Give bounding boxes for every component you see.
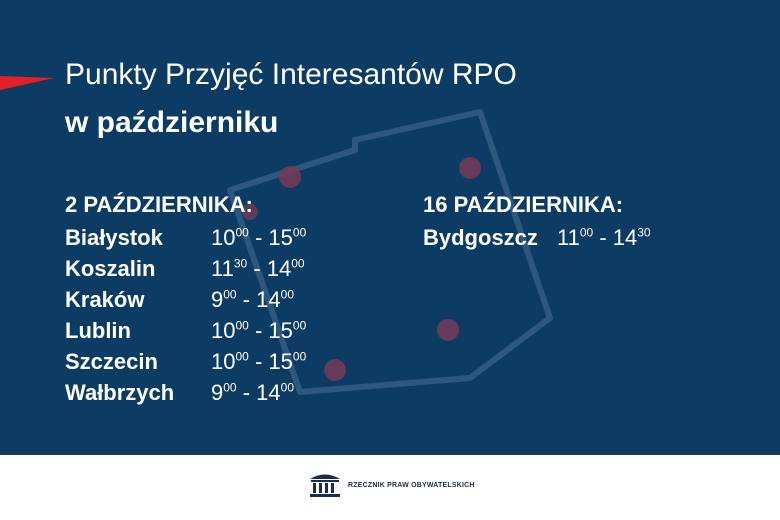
map-dot [279,166,301,188]
start-hour: 11 [211,256,234,281]
time-separator: - [236,287,257,312]
time-separator: - [248,349,269,374]
opening-hours: 900 - 1400 [211,284,294,315]
start-hour: 10 [211,349,236,374]
opening-hours: 1130 - 1400 [211,253,305,284]
end-minutes: 00 [280,287,295,302]
schedule-row: Szczecin 1000 - 1500 [65,346,306,377]
end-hour: 14 [266,256,292,281]
map-dot [324,359,346,381]
end-minutes: 00 [292,318,307,333]
schedule-column-right: 16 PAŹDZIERNIKA: Bydgoszcz 1100 - 1430 [423,191,651,253]
end-hour: 15 [268,349,293,374]
map-dot [437,319,459,341]
opening-hours: 1000 - 1500 [211,346,306,377]
time-separator: - [593,225,613,250]
time-separator: - [248,318,269,343]
start-minutes: 00 [579,225,594,240]
end-hour: 15 [268,225,293,250]
start-minutes: 30 [233,256,248,271]
end-minutes: 00 [292,225,307,240]
schedule-row: Białystok 1000 - 1500 [65,222,306,253]
city-name: Białystok [65,225,163,250]
opening-hours: 1000 - 1500 [211,315,306,346]
end-minutes: 00 [280,380,295,395]
city-name: Kraków [65,287,145,312]
schedule-column-left: 2 PAŹDZIERNIKA: Białystok 1000 - 1500 Kosz… [65,191,306,408]
city-name: Bydgoszcz [423,225,538,250]
start-minutes: 00 [235,318,249,333]
start-hour: 9 [211,380,224,405]
date-heading: 16 PAŹDZIERNIKA: [423,192,624,217]
poland-map-outline-decoration [227,109,553,395]
end-minutes: 00 [292,349,307,364]
start-minutes: 00 [235,225,249,240]
start-minutes: 00 [223,380,237,395]
schedule-row: Koszalin 1130 - 1400 [65,253,305,284]
end-hour: 14 [256,380,281,405]
map-dot [459,157,481,179]
schedule-row: Lublin 1000 - 1500 [65,315,306,346]
date-heading: 2 PAŹDZIERNIKA: [65,192,253,217]
map-dot [242,204,258,220]
city-name: Szczecin [65,349,158,374]
end-hour: 14 [256,287,281,312]
end-minutes: 00 [291,256,305,271]
end-minutes: 30 [637,225,651,240]
red-accent-mark [0,76,54,90]
end-hour: 15 [268,318,293,343]
schedule-row: Bydgoszcz 1100 - 1430 [423,222,651,253]
time-separator: - [247,256,267,281]
schedule-row: Kraków 900 - 1400 [65,284,294,315]
time-separator: - [236,380,257,405]
city-name: Koszalin [65,256,156,281]
start-hour: 11 [557,225,580,250]
time-separator: - [248,225,269,250]
page-title: Punkty Przyjęć Interesantów RPO [65,58,517,91]
opening-hours: 1100 - 1430 [557,222,651,253]
opening-hours: 900 - 1400 [211,377,294,408]
start-hour: 10 [211,318,236,343]
schedule-row: Wałbrzych 900 - 1400 [65,377,294,408]
building-columns-icon [310,474,340,497]
end-hour: 14 [612,225,638,250]
start-hour: 10 [211,225,236,250]
page-subtitle: w październiku [65,106,279,139]
banner: Punkty Przyjęć Interesantów RPO w paździ… [0,0,780,455]
start-minutes: 00 [235,349,249,364]
start-minutes: 00 [223,287,237,302]
start-hour: 9 [211,287,224,312]
city-name: Lublin [65,318,131,343]
footer [0,455,780,520]
logo-text: RZECZNIK PRAW OBYWATELSKICH [348,481,475,489]
opening-hours: 1000 - 1500 [211,222,306,253]
rpo-logo: RZECZNIK PRAW OBYWATELSKICH [308,472,475,498]
city-name: Wałbrzych [65,380,175,405]
